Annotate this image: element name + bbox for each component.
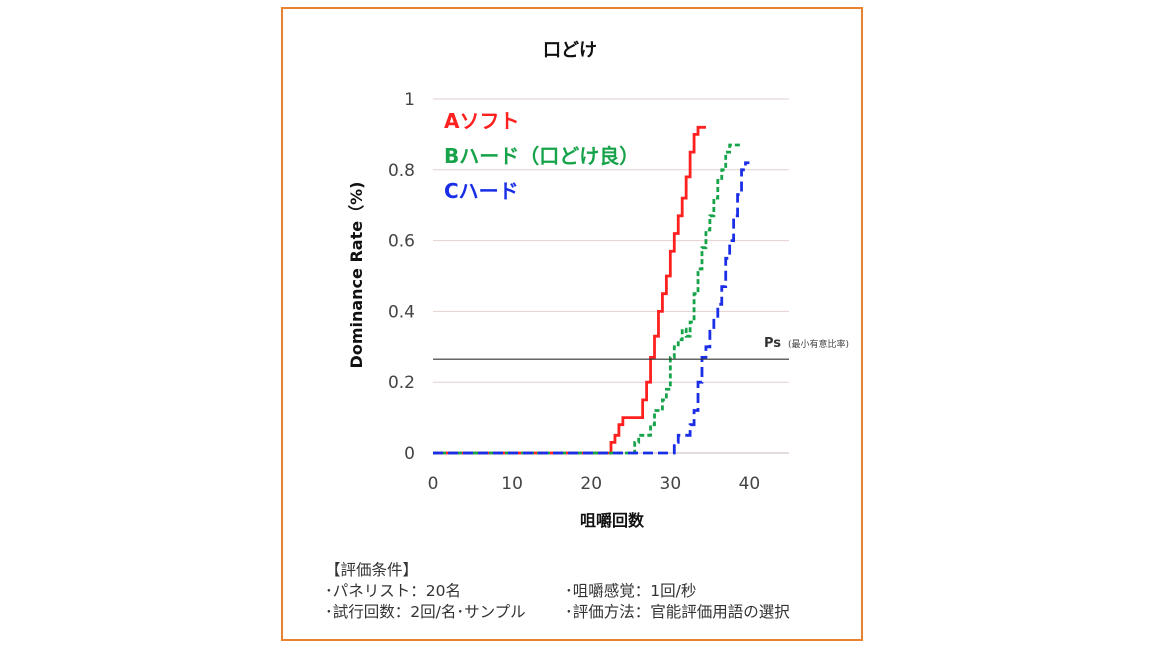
series-line-1 xyxy=(433,143,742,455)
legend-entry-0: Aソフト xyxy=(444,109,519,133)
legend: Aソフト Bハード（口どけ良） Cハード xyxy=(444,109,639,203)
x-tick-label-0: 0 xyxy=(428,474,439,494)
series-line-2 xyxy=(433,161,750,455)
threshold-layer: Ps (最小有意比率) xyxy=(433,336,849,360)
series-line-0 xyxy=(433,125,706,455)
threshold-sublabel: (最小有意比率) xyxy=(788,338,849,350)
y-tick-label-5: 1 xyxy=(404,90,415,110)
x-tick-label-3: 30 xyxy=(660,474,682,494)
x-tick-label-4: 40 xyxy=(739,474,761,494)
x-tick-label-2: 20 xyxy=(580,474,602,494)
y-tick-label-0: 0 xyxy=(404,444,415,464)
y-tick-label-1: 0.2 xyxy=(388,373,415,393)
axes: 00.20.40.60.810 10 20 30 40 xyxy=(388,90,789,494)
trials-condition: ･試行回数：2回/名･サンプル xyxy=(325,603,526,621)
threshold-label: Ps xyxy=(764,336,781,351)
y-axis-title: Dominance Rate（%) xyxy=(347,182,366,369)
x-axis-title: 咀嚼回数 xyxy=(580,511,645,530)
figure-frame xyxy=(281,7,863,641)
legend-entry-1: Bハード（口どけ良） xyxy=(444,144,639,168)
y-tick-label-2: 0.4 xyxy=(388,302,415,322)
conditions-row-1: ･パネリスト：20名 ･咀嚼感覚：1回/秒 xyxy=(325,581,790,602)
y-tick-label-3: 0.6 xyxy=(388,232,415,252)
conditions-heading: 【評価条件】 xyxy=(325,561,419,579)
chart-title: 口どけ xyxy=(543,40,597,61)
legend-entry-2: Cハード xyxy=(444,179,519,203)
chewing-sense-condition: ･咀嚼感覚：1回/秒 xyxy=(565,582,697,600)
x-tick-label-1: 10 xyxy=(501,474,523,494)
evaluation-conditions: 【評価条件】 ･パネリスト：20名 ･咀嚼感覚：1回/秒 ･試行回数：2回/名･… xyxy=(325,560,790,623)
method-condition: ･評価方法：官能評価用語の選択 xyxy=(565,603,790,621)
y-tick-label-4: 0.8 xyxy=(388,161,415,181)
series-layer xyxy=(433,125,750,455)
panelists-condition: ･パネリスト：20名 xyxy=(325,582,461,600)
grid xyxy=(433,98,789,383)
conditions-row-2: ･試行回数：2回/名･サンプル ･評価方法：官能評価用語の選択 xyxy=(325,602,790,623)
